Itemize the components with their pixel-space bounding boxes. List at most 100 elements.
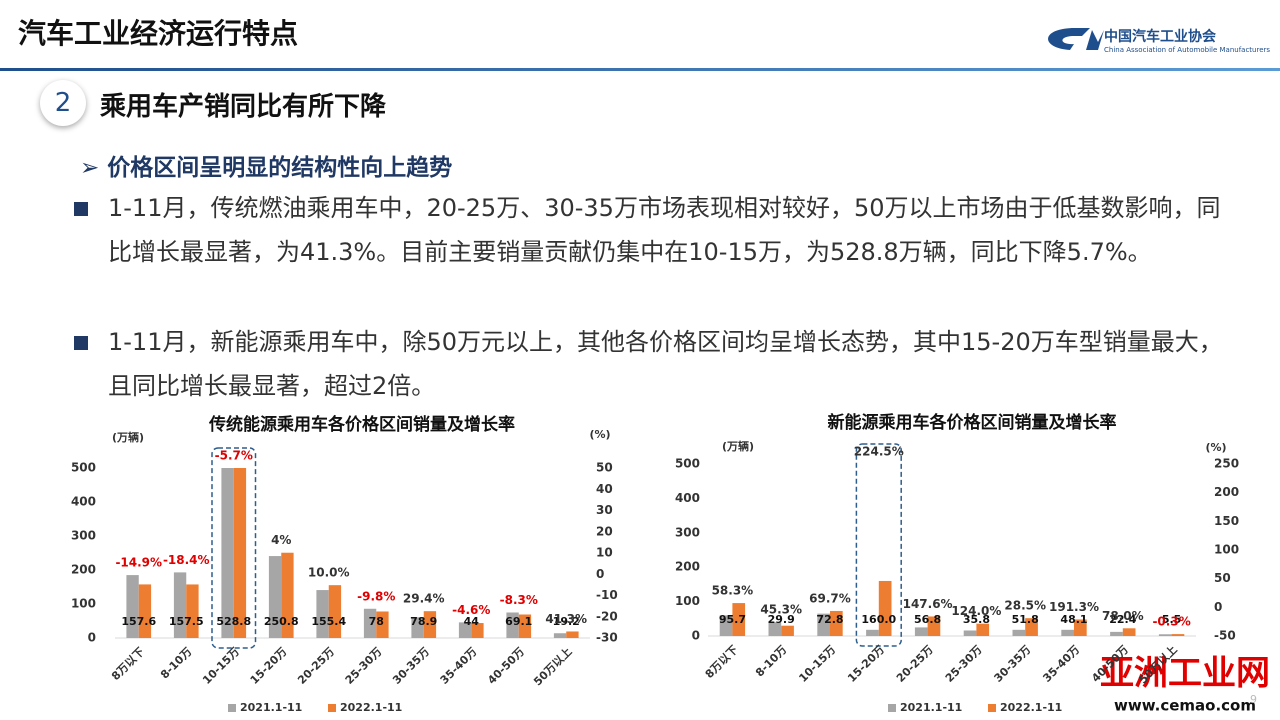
x-tick-label: 30-35万: [390, 645, 432, 687]
growth-label: 41.3%: [545, 612, 587, 626]
y-tick-label: 400: [675, 491, 700, 505]
bar: [566, 631, 579, 638]
bar: [458, 622, 472, 638]
value-label: 22.4: [1109, 613, 1136, 626]
y-axis-label: (万辆): [112, 430, 144, 444]
y2-axis-label: (%): [1205, 441, 1226, 454]
bar: [328, 585, 342, 638]
bar: [817, 613, 830, 636]
watermark-name: 亚洲工业网: [1100, 654, 1270, 694]
growth-label: -18.4%: [163, 553, 210, 567]
value-label: 56.8: [914, 613, 941, 626]
page-number: 9: [1250, 693, 1257, 706]
value-label: 5.5: [1162, 613, 1182, 626]
growth-label: -8.3%: [500, 593, 538, 607]
bar: [316, 590, 329, 638]
x-tick-label: 10-15万: [796, 643, 838, 685]
bar: [1074, 619, 1087, 636]
x-tick-label: 40-50万: [485, 645, 527, 687]
bar: [376, 611, 389, 638]
value-label: 95.7: [719, 613, 746, 626]
growth-label: -14.9%: [115, 556, 162, 570]
growth-label: -9.8%: [357, 589, 395, 603]
y-tick-label: 400: [71, 495, 96, 509]
value-label: 157.6: [121, 615, 156, 628]
value-label: 19.2: [553, 615, 580, 628]
y-tick-label: 500: [71, 461, 96, 475]
growth-label: 147.6%: [903, 597, 953, 611]
subheading: ➢ 价格区间呈明显的结构性向上趋势: [80, 148, 452, 182]
bar: [363, 608, 377, 638]
legend-label: 2021.1-11: [240, 701, 302, 714]
value-label: 157.5: [169, 615, 204, 628]
legend-swatch: [228, 704, 236, 712]
section-title: 乘用车产销同比有所下降: [100, 92, 387, 122]
y2-tick-label: 0: [1214, 600, 1222, 614]
y-axis-label: (万辆): [722, 439, 754, 453]
value-label: 69.1: [505, 615, 532, 628]
y2-tick-label: -20: [596, 609, 618, 623]
legend-label: 2022.1-11: [1000, 701, 1062, 714]
y-tick-label: 200: [675, 560, 700, 574]
y2-tick-label: 10: [596, 546, 613, 560]
bar: [233, 468, 247, 638]
bar: [173, 572, 187, 638]
x-tick-label: 35-40万: [438, 645, 480, 687]
y2-tick-label: 0: [596, 567, 604, 581]
chart-title: 传统能源乘用车各价格区间销量及增长率: [208, 414, 515, 435]
growth-label: 4%: [271, 533, 291, 547]
legend-swatch: [888, 704, 896, 712]
bar: [732, 603, 746, 636]
growth-label: 69.7%: [809, 591, 851, 605]
growth-label: -0.3%: [1152, 615, 1190, 629]
header-rule: [0, 68, 1280, 71]
value-label: 78: [369, 615, 384, 628]
bullet: 1-11月，新能源乘用车中，除50万元以上，其他各价格区间均呈增长态势，其中15…: [72, 320, 1242, 408]
growth-label: 78.0%: [1102, 609, 1144, 623]
y2-tick-label: -30: [596, 631, 618, 645]
bar: [1122, 628, 1136, 636]
x-tick-label: 15-20万: [845, 643, 887, 685]
bar: [186, 584, 199, 638]
x-tick-label: 25-30万: [343, 645, 385, 687]
value-label: 528.8: [216, 615, 251, 628]
growth-label: 191.3%: [1049, 600, 1099, 614]
y-tick-label: 500: [675, 457, 700, 471]
bar: [866, 629, 879, 636]
y2-tick-label: 100: [1214, 543, 1239, 557]
growth-label: 224.5%: [854, 445, 904, 459]
bar: [1025, 618, 1038, 636]
highlight-box: [855, 443, 902, 647]
bar: [830, 610, 843, 636]
x-tick-label: 35-40万: [1040, 643, 1082, 685]
bar: [1061, 629, 1074, 636]
value-label: 51.8: [1012, 613, 1039, 626]
watermark-url: www.cemao.com: [1114, 697, 1256, 715]
growth-label: 45.3%: [760, 603, 802, 617]
bar: [138, 584, 152, 638]
bar: [719, 615, 733, 636]
y-tick-label: 100: [675, 594, 700, 608]
bar: [221, 468, 234, 638]
bar: [1110, 631, 1123, 636]
section-number: 2: [40, 80, 86, 126]
growth-label: 124.0%: [951, 604, 1001, 618]
bar: [506, 612, 519, 638]
bar: [471, 623, 484, 638]
x-tick-label: 10-15万: [200, 645, 242, 687]
y-tick-label: 300: [675, 525, 700, 539]
value-label: 72.8: [816, 613, 843, 626]
y-tick-label: 0: [692, 629, 700, 643]
value-label: 160.0: [861, 613, 896, 626]
bar: [281, 552, 294, 638]
y2-tick-label: 150: [1214, 514, 1239, 528]
bar: [553, 633, 567, 638]
value-label: 29.9: [768, 613, 795, 626]
y2-tick-label: 250: [1214, 457, 1239, 471]
bar: [914, 627, 928, 636]
bar: [1158, 634, 1172, 636]
y2-tick-label: -50: [1214, 629, 1236, 643]
growth-label: -5.7%: [215, 449, 253, 463]
growth-label: 10.0%: [308, 566, 350, 580]
